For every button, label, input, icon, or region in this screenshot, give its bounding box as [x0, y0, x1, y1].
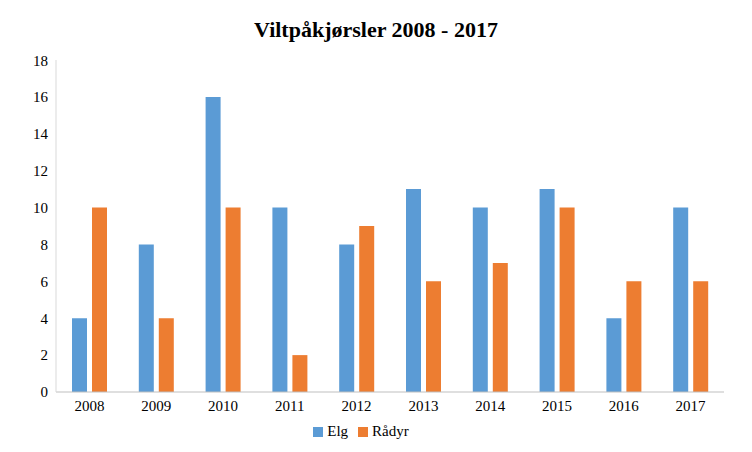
html-text:Rådyr: Rådyr [372, 423, 409, 439]
svg-text:4: 4 [41, 311, 49, 327]
svg-text:2008: 2008 [74, 398, 104, 414]
svg-text:2009: 2009 [141, 398, 171, 414]
svg-text:0: 0 [41, 384, 49, 400]
svg-text:2012: 2012 [342, 398, 372, 414]
svg-text:2017: 2017 [676, 398, 707, 414]
svg-text:2014: 2014 [475, 398, 506, 414]
svg-text:2013: 2013 [408, 398, 438, 414]
html-text:Viltpåkjørsler 2008 - 2017: Viltpåkjørsler 2008 - 2017 [254, 17, 498, 42]
svg-text:2011: 2011 [275, 398, 304, 414]
svg-text:18: 18 [33, 53, 48, 69]
svg-text:14: 14 [33, 126, 49, 142]
svg-text:2015: 2015 [542, 398, 572, 414]
svg-text:12: 12 [33, 163, 48, 179]
svg-text:16: 16 [33, 89, 49, 105]
svg-text:6: 6 [41, 274, 49, 290]
svg-text:2010: 2010 [208, 398, 238, 414]
svg-text:2: 2 [41, 347, 49, 363]
svg-text:8: 8 [41, 237, 49, 253]
html-text:Elg: Elg [327, 423, 349, 439]
svg-text:2016: 2016 [609, 398, 640, 414]
svg-text:10: 10 [33, 200, 48, 216]
